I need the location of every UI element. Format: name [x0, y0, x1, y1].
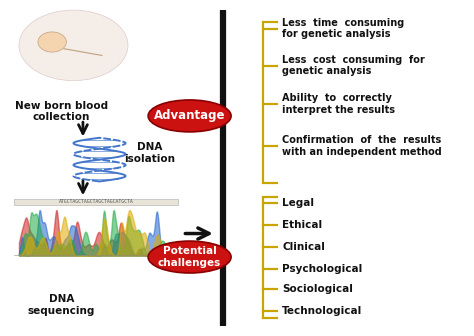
Text: Potential
challenges: Potential challenges	[158, 246, 221, 268]
Text: Sociological: Sociological	[282, 284, 353, 294]
Text: Ability  to  correctly
interpret the results: Ability to correctly interpret the resul…	[282, 93, 395, 115]
Text: DNA
isolation: DNA isolation	[124, 142, 175, 164]
Text: DNA
sequencing: DNA sequencing	[28, 294, 95, 316]
Ellipse shape	[148, 241, 231, 273]
Text: New born blood
collection: New born blood collection	[15, 101, 108, 122]
Text: Technological: Technological	[282, 306, 362, 316]
Text: Less  cost  consuming  for
genetic analysis: Less cost consuming for genetic analysis	[282, 55, 425, 76]
Text: Confirmation  of  the  results
with an independent method: Confirmation of the results with an inde…	[282, 135, 442, 157]
Text: Less  time  consuming
for genetic analysis: Less time consuming for genetic analysis	[282, 18, 404, 39]
Text: Advantage: Advantage	[154, 110, 225, 122]
Text: Legal: Legal	[282, 198, 314, 208]
Text: Ethical: Ethical	[282, 220, 322, 230]
Ellipse shape	[19, 10, 128, 81]
Text: Clinical: Clinical	[282, 242, 325, 252]
Text: Psychological: Psychological	[282, 264, 362, 274]
Text: ATGCTAGCTAGCTAGCTAGCATGCTA: ATGCTAGCTAGCTAGCTAGCATGCTA	[59, 200, 133, 204]
Ellipse shape	[148, 100, 231, 132]
FancyBboxPatch shape	[14, 199, 178, 205]
Circle shape	[38, 32, 66, 52]
